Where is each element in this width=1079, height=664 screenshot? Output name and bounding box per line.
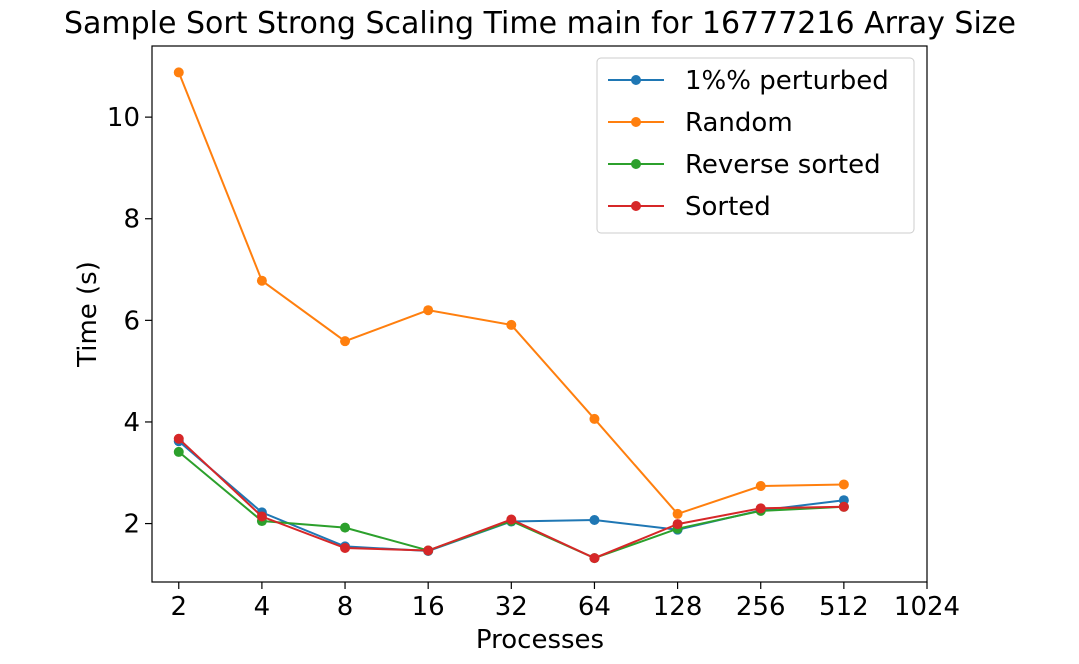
legend-label: 1%% perturbed (685, 66, 889, 96)
data-point (173, 446, 184, 457)
legend-marker (631, 117, 641, 127)
axis-ticks: 2 4 8 16 32 64 128 256 512 1024 2 4 6 8 10 (107, 103, 960, 622)
data-point (755, 480, 766, 491)
data-point (589, 553, 600, 564)
data-point (755, 503, 766, 514)
data-point (589, 413, 600, 424)
data-point (340, 542, 351, 553)
legend-item: Sorted (608, 192, 771, 222)
y-tick-label: 2 (123, 510, 140, 540)
data-point (173, 433, 184, 444)
legend-label: Random (685, 108, 793, 138)
data-point (672, 519, 683, 530)
legend-item: Random (608, 108, 793, 138)
legend-item: 1%% perturbed (608, 66, 889, 96)
x-tick-label: 128 (653, 592, 703, 622)
data-point (256, 511, 267, 522)
series-1 (173, 67, 849, 519)
y-tick-label: 4 (123, 408, 140, 438)
x-tick-label: 8 (337, 592, 354, 622)
legend-item: Reverse sorted (608, 150, 881, 180)
series-layer (173, 67, 849, 564)
x-tick-label: 32 (495, 592, 528, 622)
x-tick-label: 16 (412, 592, 445, 622)
x-tick-label: 2 (170, 592, 187, 622)
x-tick-label: 512 (819, 592, 869, 622)
legend-label: Reverse sorted (685, 150, 881, 180)
data-point (506, 514, 517, 525)
data-point (423, 545, 434, 556)
y-tick-label: 6 (123, 306, 140, 336)
data-point (672, 508, 683, 519)
x-tick-label: 256 (736, 592, 786, 622)
y-axis-label: Time (s) (73, 261, 103, 368)
legend-marker (631, 159, 641, 169)
data-point (838, 479, 849, 490)
data-point (506, 319, 517, 330)
chart-title: Sample Sort Strong Scaling Time main for… (64, 6, 1016, 41)
x-tick-label: 4 (254, 592, 271, 622)
x-tick-label: 64 (578, 592, 611, 622)
data-point (173, 67, 184, 78)
x-axis-label: Processes (476, 625, 604, 655)
x-tick-label: 1024 (894, 592, 960, 622)
y-tick-label: 8 (123, 205, 140, 235)
legend: 1%% perturbed Random Reverse sorted Sorted (596, 57, 915, 234)
y-tick-label: 10 (107, 103, 140, 133)
data-point (589, 515, 600, 526)
data-point (340, 336, 351, 347)
legend-label: Sorted (685, 192, 771, 222)
data-point (256, 275, 267, 286)
legend-marker (631, 201, 641, 211)
data-point (423, 305, 434, 316)
data-point (340, 522, 351, 533)
series-3 (173, 433, 849, 564)
legend-frame (596, 57, 915, 234)
data-point (838, 501, 849, 512)
legend-marker (631, 75, 641, 85)
